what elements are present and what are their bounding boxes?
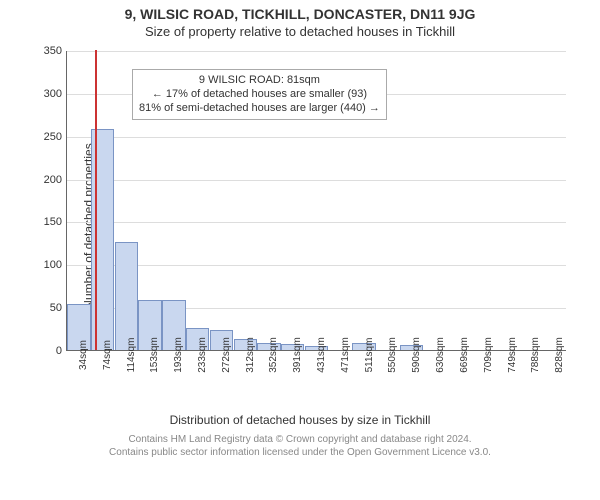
bar-slot [471, 51, 495, 350]
page-title: 9, WILSIC ROAD, TICKHILL, DONCASTER, DN1… [0, 6, 600, 22]
x-tick-label: 74sqm [102, 340, 113, 370]
x-tick-slot: 153sqm [137, 353, 161, 403]
x-tick-label: 114sqm [126, 338, 137, 373]
x-tick-slot: 709sqm [471, 353, 495, 403]
x-tick-label: 312sqm [245, 337, 256, 373]
x-tick-label: 749sqm [507, 337, 518, 373]
x-tick-label: 34sqm [78, 340, 89, 370]
x-tick-slot: 788sqm [518, 353, 542, 403]
x-tick-label: 471sqm [340, 337, 351, 373]
annotation-line-3: 81% of semi-detached houses are larger (… [139, 102, 380, 116]
bar-slot [447, 51, 471, 350]
x-tick-slot: 749sqm [495, 353, 519, 403]
histogram-bar [115, 242, 138, 350]
highlight-line [95, 50, 97, 350]
x-tick-label: 391sqm [292, 337, 303, 373]
bar-slot [67, 51, 91, 350]
x-tick-label: 153sqm [149, 337, 160, 373]
x-tick-slot: 114sqm [114, 353, 138, 403]
x-tick-slot: 312sqm [233, 353, 257, 403]
y-tick-label: 0 [38, 345, 62, 357]
y-tick-label: 200 [38, 174, 62, 186]
x-tick-slot: 272sqm [209, 353, 233, 403]
bar-slot [519, 51, 543, 350]
y-tick-label: 150 [38, 216, 62, 228]
x-tick-slot: 352sqm [257, 353, 281, 403]
x-tick-label: 233sqm [197, 337, 208, 373]
bar-slot [400, 51, 424, 350]
footer-line-2: Contains public sector information licen… [0, 446, 600, 459]
x-tick-slot: 669sqm [447, 353, 471, 403]
x-tick-label: 828sqm [554, 337, 565, 373]
x-tick-label: 272sqm [221, 337, 232, 373]
x-tick-label: 709sqm [483, 337, 494, 373]
histogram-chart: Number of detached properties 0501001502… [20, 41, 580, 411]
plot-area: 9 WILSIC ROAD: 81sqm ← 17% of detached h… [66, 51, 566, 351]
annotation-box: 9 WILSIC ROAD: 81sqm ← 17% of detached h… [132, 69, 387, 120]
x-tick-label: 788sqm [530, 337, 541, 373]
x-tick-slot: 550sqm [376, 353, 400, 403]
x-tick-slot: 511sqm [352, 353, 376, 403]
x-tick-slot: 630sqm [423, 353, 447, 403]
x-tick-slot: 590sqm [399, 353, 423, 403]
x-tick-slot: 431sqm [304, 353, 328, 403]
x-tick-label: 431sqm [316, 337, 327, 373]
x-tick-slot: 193sqm [161, 353, 185, 403]
y-tick-label: 350 [38, 45, 62, 57]
annotation-line-1: 9 WILSIC ROAD: 81sqm [139, 74, 380, 88]
footer: Contains HM Land Registry data © Crown c… [0, 433, 600, 459]
x-tick-slot: 828sqm [542, 353, 566, 403]
x-tick-slot: 233sqm [185, 353, 209, 403]
x-tick-slot: 471sqm [328, 353, 352, 403]
y-tick-label: 250 [38, 131, 62, 143]
x-axis-label: Distribution of detached houses by size … [0, 413, 600, 427]
x-tick-label: 193sqm [173, 337, 184, 373]
y-tick-label: 100 [38, 259, 62, 271]
bar-slot [423, 51, 447, 350]
x-tick-slot: 34sqm [66, 353, 90, 403]
x-tick-label: 352sqm [268, 337, 279, 373]
x-tick-slot: 74sqm [90, 353, 114, 403]
annotation-line-2: ← 17% of detached houses are smaller (93… [139, 88, 380, 102]
bar-slot [495, 51, 519, 350]
y-tick-label: 300 [38, 88, 62, 100]
bar-slot [542, 51, 566, 350]
x-tick-label: 590sqm [411, 337, 422, 373]
x-tick-slot: 391sqm [280, 353, 304, 403]
x-tick-label: 550sqm [387, 337, 398, 373]
x-axis-ticks: 34sqm74sqm114sqm153sqm193sqm233sqm272sqm… [66, 353, 566, 403]
y-tick-label: 50 [38, 302, 62, 314]
page-subtitle: Size of property relative to detached ho… [0, 24, 600, 39]
x-tick-label: 630sqm [435, 337, 446, 373]
x-tick-label: 669sqm [459, 337, 470, 373]
footer-line-1: Contains HM Land Registry data © Crown c… [0, 433, 600, 446]
x-tick-label: 511sqm [364, 338, 375, 373]
